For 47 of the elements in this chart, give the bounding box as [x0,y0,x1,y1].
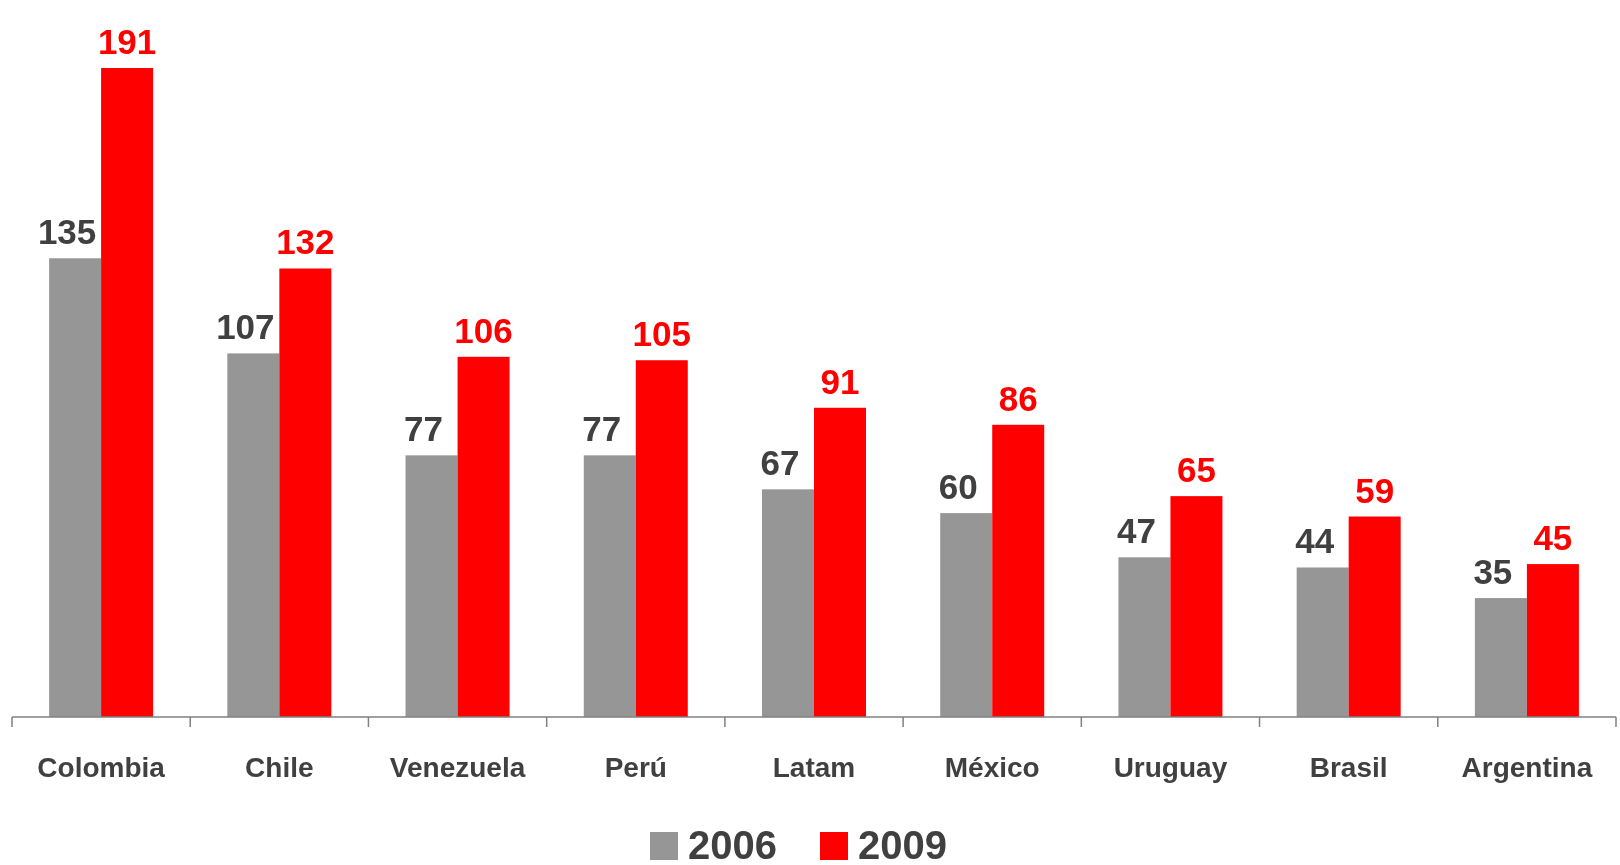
data-label: 77 [404,409,444,449]
x-tick-label: Perú [604,752,667,783]
bar [1348,516,1401,717]
data-label: 45 [1533,518,1573,558]
x-tick-label: Chile [245,752,314,783]
x-tick-label: Latam [772,752,856,783]
data-label: 77 [582,409,622,449]
bar [940,513,993,717]
bar [1170,496,1223,717]
data-label: 65 [1176,450,1216,490]
bar [635,360,688,717]
legend-label: 2009 [858,823,947,865]
data-label: 91 [820,361,860,401]
data-label: 135 [37,212,97,252]
x-tick-label: Uruguay [1113,752,1228,783]
data-label: 191 [97,22,157,61]
data-label: 59 [1355,470,1395,510]
x-tick-label: Colombia [37,752,166,783]
data-label: 106 [454,310,513,350]
x-tick-label: Brasil [1309,752,1388,783]
bar [457,356,510,717]
bar [762,489,814,717]
bar [1526,564,1579,717]
x-tick-label: Venezuela [389,752,526,783]
data-label: 44 [1295,521,1335,561]
x-tick-label: México [944,752,1040,783]
x-tick-label: Argentina [1461,752,1593,783]
bar [814,407,866,717]
data-label: 47 [1116,511,1156,551]
bar [1474,598,1527,717]
data-label: 132 [276,222,335,262]
data-label: 60 [938,467,978,507]
data-label: 67 [760,443,800,483]
bar [101,68,154,717]
bar [1118,557,1171,717]
bar [279,268,332,717]
data-label: 86 [998,378,1038,418]
bar [1296,567,1349,717]
bar [49,258,102,717]
data-label: 35 [1473,552,1513,592]
bar [992,424,1045,717]
legend-label: 2006 [688,823,777,865]
bar [227,353,280,717]
data-label: 105 [632,314,691,354]
bar [405,455,458,717]
data-label: 107 [216,307,275,347]
bar [583,455,636,717]
